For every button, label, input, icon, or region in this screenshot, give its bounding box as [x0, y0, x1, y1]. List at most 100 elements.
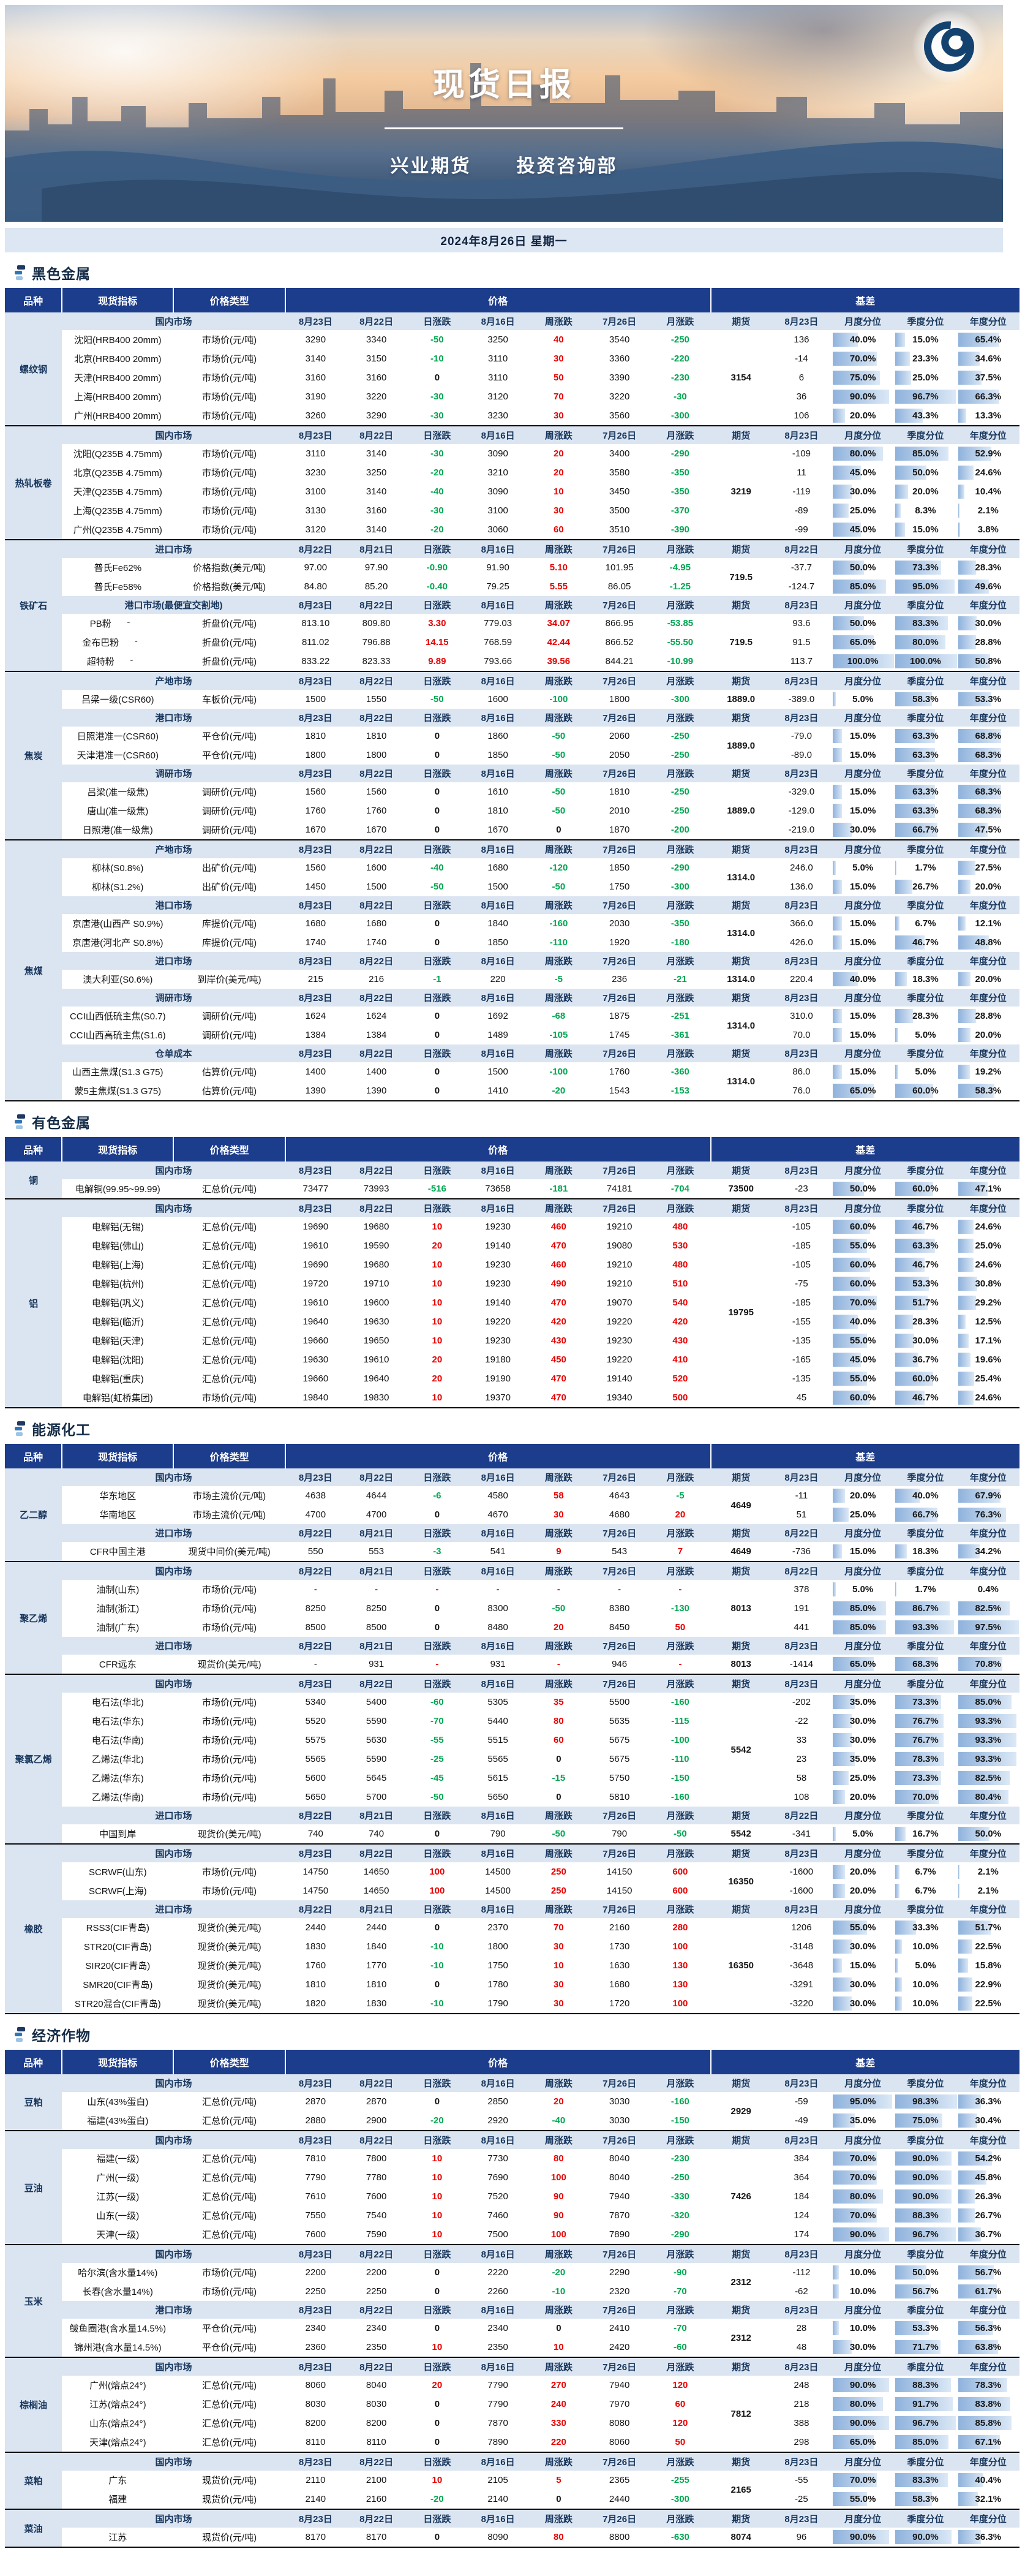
market-label: 调研市场	[62, 989, 285, 1007]
percentile-value: 10.0%	[895, 1979, 955, 1990]
percentile-cell: 30.0%	[832, 1712, 894, 1731]
basis-value-cell: -1600	[772, 1881, 832, 1900]
price-cell: 8480	[467, 1618, 528, 1637]
price-cell: 19210	[589, 1255, 650, 1274]
section-bullet-icon	[15, 1421, 26, 1437]
price-type-cell: 市场价(元/吨)	[173, 1388, 285, 1408]
price-cell: 3560	[589, 406, 650, 426]
price-cell: 19220	[589, 1350, 650, 1369]
percentile-cell: 73.3%	[894, 1769, 956, 1788]
price-cell: 8040	[589, 2149, 650, 2168]
price-cell: 1670	[346, 820, 407, 840]
percentile-cell: 30.0%	[832, 820, 894, 840]
percentile-value: 50.0%	[958, 1829, 1018, 1839]
basis-value-cell: -89.0	[772, 746, 832, 765]
basis-date-label: 年度分位	[957, 1562, 1019, 1580]
price-cell: 3130	[285, 501, 346, 520]
date-label: 月涨跌	[650, 2301, 710, 2319]
percentile-cell: 50.0%	[832, 558, 894, 577]
percentile-value: 47.5%	[958, 825, 1018, 835]
basis-value-cell: 184	[772, 2187, 832, 2206]
percentile-cell: 55.0%	[832, 1369, 894, 1388]
percentile-value: 45.8%	[958, 2172, 1018, 2183]
percentile-cell: 5.0%	[894, 1062, 956, 1081]
percentile-cell: 29.2%	[957, 1293, 1019, 1312]
change-cell: -20	[407, 2490, 467, 2509]
basis-date-label: 8月22日	[772, 540, 832, 558]
price-cell: 19830	[346, 1388, 407, 1408]
change-cell: 0	[407, 1505, 467, 1524]
date-label: 8月16日	[467, 709, 528, 727]
date-label: 月涨跌	[650, 2074, 710, 2092]
percentile-value: 15.0%	[833, 806, 893, 816]
basis-date-label: 季度分位	[894, 1674, 956, 1693]
price-cell: 14500	[467, 1881, 528, 1900]
date-label: 日涨跌	[407, 540, 467, 558]
date-label: 7月26日	[589, 1468, 650, 1486]
section-bullet-icon	[15, 2026, 26, 2042]
percentile-value: 50.0%	[833, 1184, 893, 1194]
indicator-cell: 中国到岸	[62, 1824, 173, 1844]
percentile-value: 68.3%	[895, 1659, 955, 1669]
price-cell: 2360	[285, 2338, 346, 2357]
price-cell: 19690	[285, 1255, 346, 1274]
percentile-cell: 75.0%	[832, 368, 894, 387]
date-label: 周涨跌	[528, 1161, 589, 1179]
basis-date-label: 月度分位	[832, 765, 894, 782]
percentile-value: 45.0%	[833, 1354, 893, 1365]
price-cell: 3580	[589, 463, 650, 482]
market-label: 进口市场	[62, 1637, 285, 1655]
variety-cell: 菜粕	[5, 2452, 62, 2509]
price-cell: 553	[346, 1542, 407, 1562]
price-cell: 1680	[285, 914, 346, 933]
percentile-cell: 70.0%	[832, 2168, 894, 2187]
price-cell: 8110	[285, 2433, 346, 2452]
price-cell: 543	[589, 1542, 650, 1562]
change-cell: -68	[528, 1007, 589, 1025]
percentile-cell: 8.3%	[894, 501, 956, 520]
percentile-value: 13.3%	[958, 410, 1018, 421]
futures-label: 期货	[711, 709, 772, 727]
price-cell: 809.80	[346, 614, 407, 633]
percentile-cell: 19.2%	[957, 1062, 1019, 1081]
basis-date-label: 年度分位	[957, 426, 1019, 444]
change-cell: 430	[528, 1331, 589, 1350]
percentile-cell: 24.6%	[957, 463, 1019, 482]
change-cell: -55.50	[650, 633, 710, 652]
percentile-cell: 30.0%	[832, 1975, 894, 1994]
percentile-cell: 82.5%	[957, 1769, 1019, 1788]
report-page: 现货日报 兴业期货 投资咨询部 2024年8月26日 星期一 黑色金属品种现货指…	[0, 5, 1025, 2576]
change-cell: 30	[528, 501, 589, 520]
change-cell: -50	[407, 330, 467, 349]
basis-value-cell: -165	[772, 1350, 832, 1369]
price-type-cell: 调研价(元/吨)	[173, 1007, 285, 1025]
percentile-cell: 63.3%	[894, 746, 956, 765]
date-label: 8月22日	[346, 2245, 407, 2263]
change-cell: 0	[407, 2263, 467, 2282]
percentile-value: 80.0%	[895, 637, 955, 648]
indicator-cell: 吕梁(准一级焦)	[62, 782, 173, 801]
price-cell: 1610	[467, 782, 528, 801]
section-bullet-icon	[15, 1114, 26, 1130]
price-cell: 19230	[467, 1331, 528, 1350]
change-cell: 0	[407, 1062, 467, 1081]
price-type-cell: 市场价(元/吨)	[173, 1693, 285, 1712]
banner: 现货日报 兴业期货 投资咨询部	[5, 5, 1003, 222]
percentile-cell: 96.7%	[894, 2225, 956, 2245]
basis-date-label: 季度分位	[894, 765, 956, 782]
price-cell: 5750	[589, 1769, 650, 1788]
date-label: 8月23日	[285, 596, 346, 614]
price-type-cell: 现货价(美元/吨)	[173, 1918, 285, 1937]
price-cell: 1500	[285, 690, 346, 709]
percentile-value: 66.3%	[958, 391, 1018, 402]
indicator-cell: 吕梁一级(CSR60)	[62, 690, 173, 709]
date-label: 日涨跌	[407, 2245, 467, 2263]
basis-value-cell: -79.0	[772, 727, 832, 746]
